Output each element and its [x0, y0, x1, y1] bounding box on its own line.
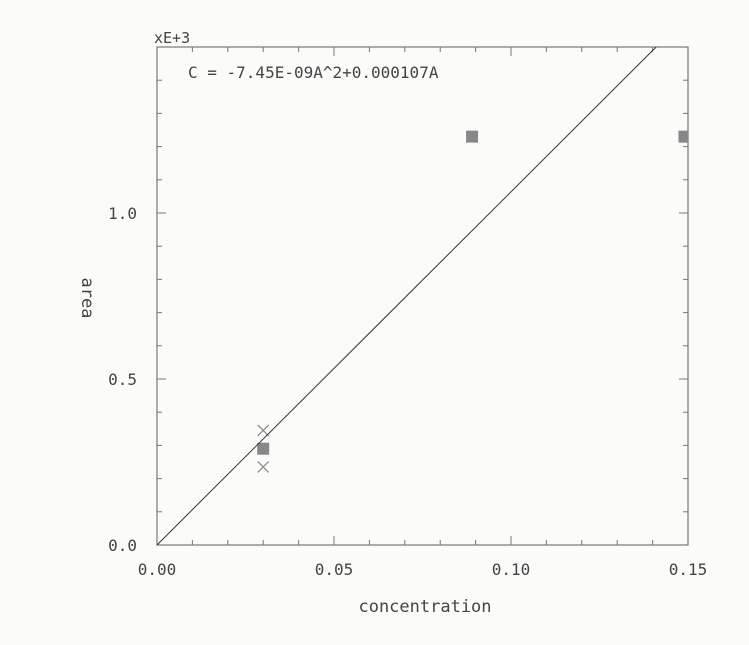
x-marker-stroke: [678, 132, 688, 143]
data-series: [157, 47, 688, 545]
square-marker: [257, 442, 270, 455]
x-marker-stroke: [466, 130, 478, 143]
plot-frame: [156, 46, 689, 546]
x-marker: [466, 130, 478, 143]
x-tick-label: 0.15: [669, 560, 708, 579]
x-marker: [257, 461, 270, 473]
x-tick-label: 0.10: [492, 560, 531, 579]
x-marker-stroke: [257, 461, 270, 473]
tick-labels: 0.00 0.05 0.10 0.15 0.0 0.5 1.0: [108, 204, 707, 579]
fit-equation: C = -7.45E-09A^2+0.000107A: [188, 63, 439, 82]
square-marker: [678, 130, 688, 143]
y-axis-label: area: [77, 278, 97, 319]
x-marker-stroke: [257, 424, 270, 437]
axis-ticks: [156, 46, 689, 546]
x-marker: [678, 130, 688, 143]
y-tick-label: 0.0: [108, 536, 137, 555]
y-tick-label: 0.5: [108, 370, 137, 389]
y-tick-label: 1.0: [108, 204, 137, 223]
x-tick-label: 0.05: [315, 560, 354, 579]
fit-line: [157, 47, 657, 545]
x-marker: [257, 424, 270, 437]
y-multiplier-label: xE+3: [154, 29, 190, 47]
x-tick-label: 0.00: [138, 560, 177, 579]
x-axis-label: concentration: [358, 597, 491, 617]
